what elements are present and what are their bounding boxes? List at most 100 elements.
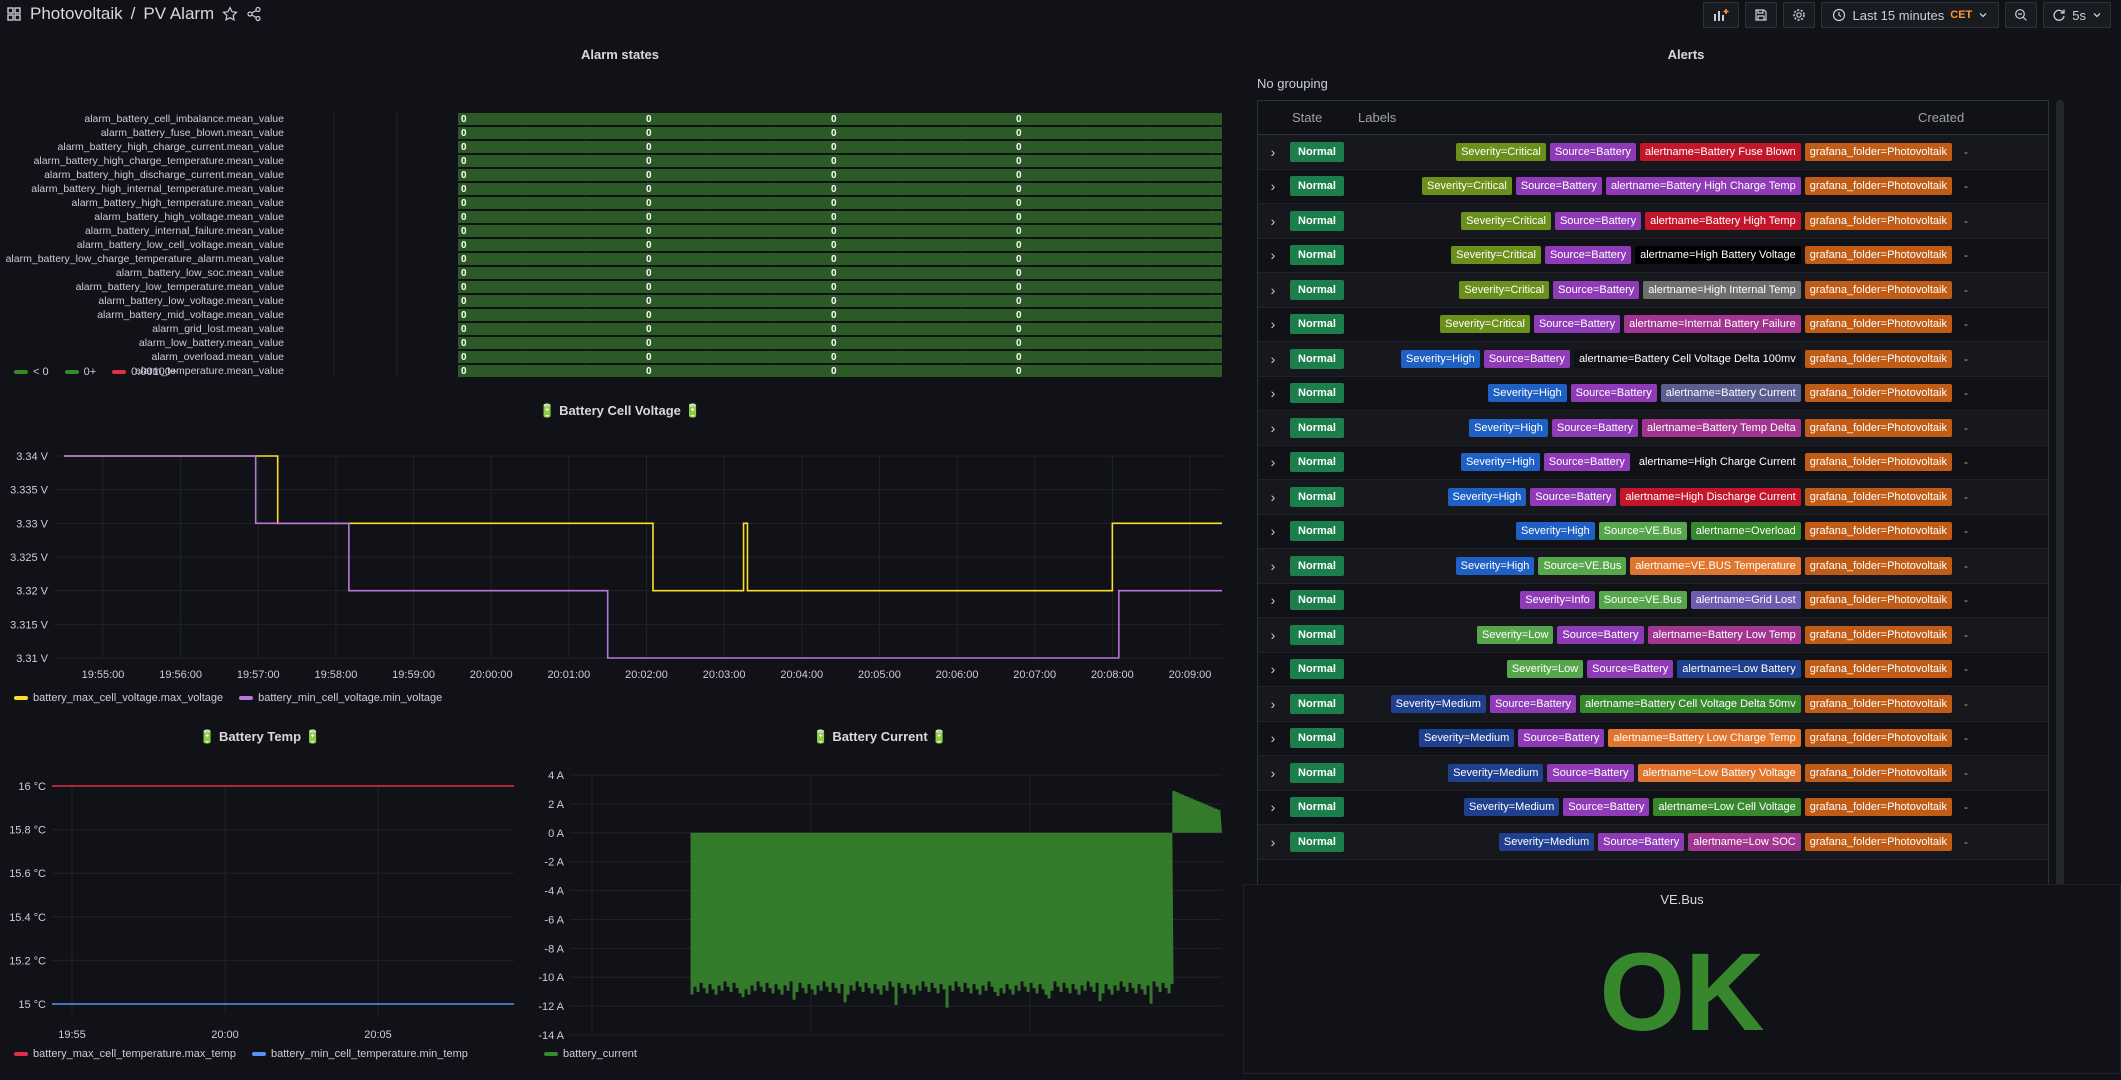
chevron-right-icon[interactable]: › <box>1270 385 1276 402</box>
legend-swatch <box>112 370 127 374</box>
y-tick-label: -14 A <box>538 1030 564 1042</box>
labels-cell: Severity=High Source=Battery alertname=Hig… <box>1344 487 1952 506</box>
label-tag-source: Source=Battery <box>1533 315 1621 334</box>
chevron-right-icon[interactable]: › <box>1270 730 1276 747</box>
chevron-right-icon[interactable]: › <box>1270 419 1276 436</box>
chevron-right-icon[interactable]: › <box>1270 626 1276 643</box>
time-picker-button[interactable]: Last 15 minutes CET <box>1821 2 2000 28</box>
table-row[interactable]: › Normal Severity=Medium Source=Battery aler… <box>1258 756 2048 791</box>
breadcrumb-folder[interactable]: Photovoltaik <box>30 4 123 23</box>
label-tag-alertname: alertname=Battery Cell Voltage Delta 50m… <box>1580 694 1801 713</box>
state-value: 0 <box>831 282 837 293</box>
chevron-right-icon[interactable]: › <box>1270 454 1276 471</box>
legend-item[interactable]: battery_current <box>544 1048 637 1060</box>
label-tag-severity: Severity=High <box>1455 556 1535 575</box>
table-row[interactable]: › Normal Severity=High Source=Battery alertn… <box>1258 480 2048 515</box>
chevron-right-icon[interactable]: › <box>1270 247 1276 264</box>
alarm-states-legend: < 0 0+ 0.00100+ <box>14 366 177 378</box>
state-value: 0 <box>1016 352 1022 363</box>
state-value: 0 <box>831 240 837 251</box>
legend-item[interactable]: battery_max_cell_temperature.max_temp <box>14 1048 236 1060</box>
table-row[interactable]: › Normal Severity=Medium Source=Battery aler… <box>1258 825 2048 860</box>
table-row[interactable]: › Normal Severity=High Source=VE.Bus alertna… <box>1258 549 2048 584</box>
table-row[interactable]: › Normal Severity=Critical Source=Battery al… <box>1258 273 2048 308</box>
chevron-right-icon[interactable]: › <box>1270 316 1276 333</box>
label-tag-source: Source=Battery <box>1570 384 1657 403</box>
x-tick-label: 20:06:00 <box>936 669 979 681</box>
table-row[interactable]: › Normal Severity=Medium Source=Battery aler… <box>1258 687 2048 722</box>
y-tick-label: 16 °C <box>18 781 46 793</box>
legend-swatch <box>14 370 28 374</box>
star-icon[interactable] <box>222 6 239 22</box>
legend-item[interactable]: battery_min_cell_temperature.min_temp <box>251 1048 468 1060</box>
table-row[interactable]: › Normal Severity=Critical Source=Battery al… <box>1258 308 2048 342</box>
label-tag-alertname: alertname=Low Cell Voltage <box>1653 798 1801 817</box>
table-row[interactable]: › Normal Severity=High Source=Battery alertn… <box>1258 446 2048 480</box>
alarm-states-panel: Alarm states 19:55:0019:56:0019:57:0019:… <box>0 40 1240 390</box>
legend-label: battery_max_cell_temperature.max_temp <box>33 1048 236 1060</box>
label-tag-alertname: alertname=Battery Current <box>1660 384 1801 403</box>
label-tag-folder: grafana_folder=Photovoltaik <box>1804 211 1952 230</box>
table-row[interactable]: › Normal Severity=Critical Source=Battery al… <box>1258 135 2048 170</box>
legend-item[interactable]: battery_min_cell_voltage.min_voltage <box>239 692 442 704</box>
chevron-right-icon[interactable]: › <box>1270 281 1276 298</box>
vebus-panel: VE.Bus OK <box>1243 884 2121 1074</box>
dashboard-title[interactable]: PV Alarm <box>143 4 215 23</box>
apps-grid-icon[interactable] <box>6 6 22 22</box>
add-panel-button[interactable] <box>1703 2 1740 28</box>
chevron-right-icon[interactable]: › <box>1270 143 1276 160</box>
chevron-right-icon[interactable]: › <box>1270 833 1276 850</box>
chevron-right-icon[interactable]: › <box>1270 178 1276 195</box>
label-tag-alertname: alertname=Battery Fuse Blown <box>1639 142 1801 161</box>
state-value: 0 <box>831 254 837 265</box>
chevron-right-icon[interactable]: › <box>1270 695 1276 712</box>
chevron-right-icon[interactable]: › <box>1270 350 1276 367</box>
table-row[interactable]: › Normal Severity=High Source=Battery alertn… <box>1258 342 2048 377</box>
table-row[interactable]: › Normal Severity=Info Source=VE.Bus alertna… <box>1258 584 2048 618</box>
chevron-right-icon[interactable]: › <box>1270 764 1276 781</box>
state-bar <box>458 281 1222 293</box>
zoom-out-button[interactable] <box>2005 2 2038 28</box>
label-tag-source: Source=Battery <box>1489 694 1577 713</box>
chevron-right-icon[interactable]: › <box>1270 557 1276 574</box>
refresh-button[interactable]: 5s <box>2043 2 2111 28</box>
state-badge: Normal <box>1290 797 1344 818</box>
alerts-scrollbar[interactable] <box>2056 100 2064 908</box>
created-value: - <box>1964 455 1968 470</box>
table-row[interactable]: › Normal Severity=High Source=Battery alertn… <box>1258 411 2048 446</box>
table-row[interactable]: › Normal Severity=Low Source=Battery alertna… <box>1258 653 2048 687</box>
table-row[interactable]: › Normal Severity=Medium Source=Battery aler… <box>1258 791 2048 825</box>
state-bar <box>458 155 1222 167</box>
label-tag-source: Source=Battery <box>1518 729 1605 748</box>
row-label: alarm_overload.mean_value <box>152 351 285 363</box>
chevron-right-icon[interactable]: › <box>1270 661 1276 678</box>
table-row[interactable]: › Normal Severity=Low Source=Battery alertna… <box>1258 618 2048 653</box>
table-row[interactable]: › Normal Severity=Critical Source=Battery al… <box>1258 170 2048 204</box>
labels-cell: Severity=Medium Source=Battery alertname=L… <box>1344 798 1952 817</box>
chevron-right-icon[interactable]: › <box>1270 212 1276 229</box>
labels-cell: Severity=Info Source=VE.Bus alertname=Grid… <box>1344 591 1952 610</box>
table-row[interactable]: › Normal Severity=Critical Source=Battery al… <box>1258 239 2048 273</box>
chevron-right-icon[interactable]: › <box>1270 799 1276 816</box>
label-tag-source: Source=Battery <box>1515 177 1602 196</box>
legend-item[interactable]: 0.00100+ <box>112 366 177 378</box>
label-tag-folder: grafana_folder=Photovoltaik <box>1804 522 1952 541</box>
label-tag-folder: grafana_folder=Photovoltaik <box>1804 660 1952 679</box>
battery-current-panel: 🔋 Battery Current 🔋 4 A 2 A 0 A -2 A -4 A -6 … <box>520 722 1240 1072</box>
share-icon[interactable] <box>246 6 262 22</box>
legend-item[interactable]: battery_max_cell_voltage.max_voltage <box>14 692 223 704</box>
chevron-right-icon[interactable]: › <box>1270 523 1276 540</box>
chevron-right-icon[interactable]: › <box>1270 488 1276 505</box>
table-row[interactable]: › Normal Severity=Critical Source=Battery al… <box>1258 204 2048 239</box>
dashboard-settings-button[interactable] <box>1783 2 1816 28</box>
save-dashboard-button[interactable] <box>1745 2 1778 28</box>
legend-swatch <box>64 370 79 374</box>
legend-item[interactable]: 0+ <box>64 366 96 378</box>
legend-item[interactable]: < 0 <box>14 366 49 378</box>
table-row[interactable]: › Normal Severity=High Source=VE.Bus alertna… <box>1258 515 2048 549</box>
table-row[interactable]: › Normal Severity=High Source=Battery alertn… <box>1258 377 2048 411</box>
chevron-right-icon[interactable]: › <box>1270 592 1276 609</box>
state-value: 0 <box>831 324 837 335</box>
table-row[interactable]: › Normal Severity=Medium Source=Battery aler… <box>1258 722 2048 756</box>
state-bar <box>458 239 1222 251</box>
